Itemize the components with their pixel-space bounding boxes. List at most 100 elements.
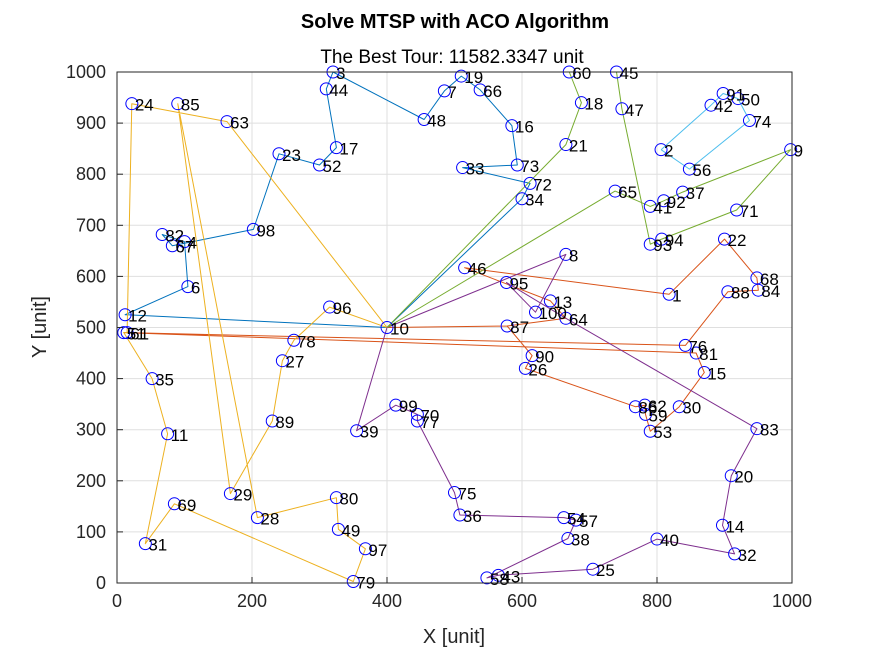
city-label: 66	[483, 82, 502, 101]
city-marker	[448, 486, 461, 500]
city-label: 25	[596, 561, 615, 580]
city-marker	[731, 92, 745, 106]
city-label: 8	[569, 246, 578, 265]
city-label: 44	[329, 81, 348, 100]
x-ticks: 0 200 400 600 800 1000	[112, 577, 812, 611]
city-label: 23	[282, 146, 301, 165]
city-marker	[505, 119, 519, 133]
city-marker	[458, 261, 472, 275]
city-marker	[223, 487, 237, 501]
city-label: 9	[794, 142, 803, 161]
city-marker	[643, 424, 657, 438]
y-tick-label: 100	[76, 522, 106, 542]
city-label: 7	[447, 83, 456, 102]
nodes	[117, 65, 798, 588]
city-label: 80	[339, 490, 358, 509]
city-label: 97	[368, 541, 387, 560]
city-marker	[161, 427, 175, 441]
city-label: 62	[648, 397, 667, 416]
city-marker	[165, 239, 179, 253]
city-label: 68	[760, 270, 779, 289]
city-label: 39	[360, 423, 379, 442]
city-label: 26	[528, 360, 547, 379]
x-tick-label: 800	[642, 591, 672, 611]
city-label: 18	[584, 95, 603, 114]
city-marker	[125, 97, 139, 111]
routes	[123, 71, 792, 582]
city-marker	[586, 562, 600, 576]
city-label: 83	[760, 421, 779, 440]
city-label: 49	[341, 521, 360, 540]
grid	[116, 71, 793, 584]
route-line-1	[124, 71, 531, 328]
city-marker	[220, 115, 234, 129]
city-label: 96	[333, 299, 352, 318]
city-marker	[650, 532, 664, 546]
city-label: 17	[339, 140, 358, 159]
city-marker	[313, 158, 326, 172]
city-label: 2	[664, 142, 673, 161]
city-marker	[608, 184, 622, 198]
city-marker	[380, 321, 394, 334]
city-marker	[350, 424, 364, 438]
city-marker	[628, 400, 642, 414]
city-marker	[518, 361, 532, 375]
city-label: 1	[672, 286, 681, 305]
city-label: 51	[127, 325, 146, 344]
city-label: 61	[130, 325, 149, 344]
city-label: 94	[665, 231, 684, 250]
city-label: 69	[177, 496, 196, 515]
city-marker	[246, 222, 260, 236]
city-marker	[437, 84, 451, 98]
y-tick-label: 400	[76, 369, 106, 389]
y-tick-label: 800	[76, 164, 106, 184]
chart-subtitle: The Best Tour: 11582.3347 unit	[320, 47, 584, 68]
city-marker	[724, 469, 738, 483]
city-label: 98	[256, 221, 275, 240]
city-label: 59	[649, 406, 668, 425]
city-label: 74	[752, 113, 771, 132]
city-label: 86	[638, 399, 657, 418]
city-label: 75	[458, 485, 477, 504]
city-label: 15	[707, 364, 726, 383]
city-marker	[155, 227, 169, 241]
city-label: 33	[466, 160, 485, 179]
x-tick-label: 0	[112, 591, 122, 611]
city-marker	[171, 97, 185, 111]
city-marker	[145, 372, 159, 386]
city-label: 82	[165, 226, 184, 245]
city-marker	[654, 143, 668, 157]
y-tick-label: 1000	[66, 62, 106, 82]
city-marker	[682, 162, 696, 176]
city-marker	[655, 232, 669, 246]
y-tick-label: 0	[96, 573, 106, 593]
city-label: 21	[569, 137, 588, 156]
city-marker	[250, 511, 264, 525]
city-label: 41	[653, 198, 672, 217]
city-label: 77	[420, 413, 439, 432]
city-label: 87	[510, 318, 529, 337]
x-tick-label: 600	[507, 591, 537, 611]
city-label: 47	[625, 101, 644, 120]
city-label: 93	[653, 236, 672, 255]
city-marker	[643, 199, 657, 213]
city-marker	[319, 82, 333, 96]
city-label: 57	[579, 512, 598, 531]
city-marker	[561, 532, 575, 546]
city-label: 88	[731, 284, 750, 303]
plot-area: 1234678910111213141516171819202122232425…	[116, 64, 803, 592]
city-marker	[453, 508, 467, 522]
city-label: 36	[463, 507, 482, 526]
node-labels: 1234678910111213141516171819202122232425…	[127, 64, 803, 592]
city-marker	[454, 69, 468, 83]
city-marker	[410, 414, 424, 428]
city-marker	[543, 294, 557, 308]
city-marker	[417, 113, 431, 127]
city-label: 65	[618, 183, 637, 202]
city-marker	[559, 247, 573, 261]
city-marker	[331, 522, 345, 536]
y-tick-label: 700	[76, 215, 106, 235]
city-label: 53	[653, 423, 672, 442]
city-marker	[181, 280, 195, 294]
city-label: 20	[734, 468, 753, 487]
